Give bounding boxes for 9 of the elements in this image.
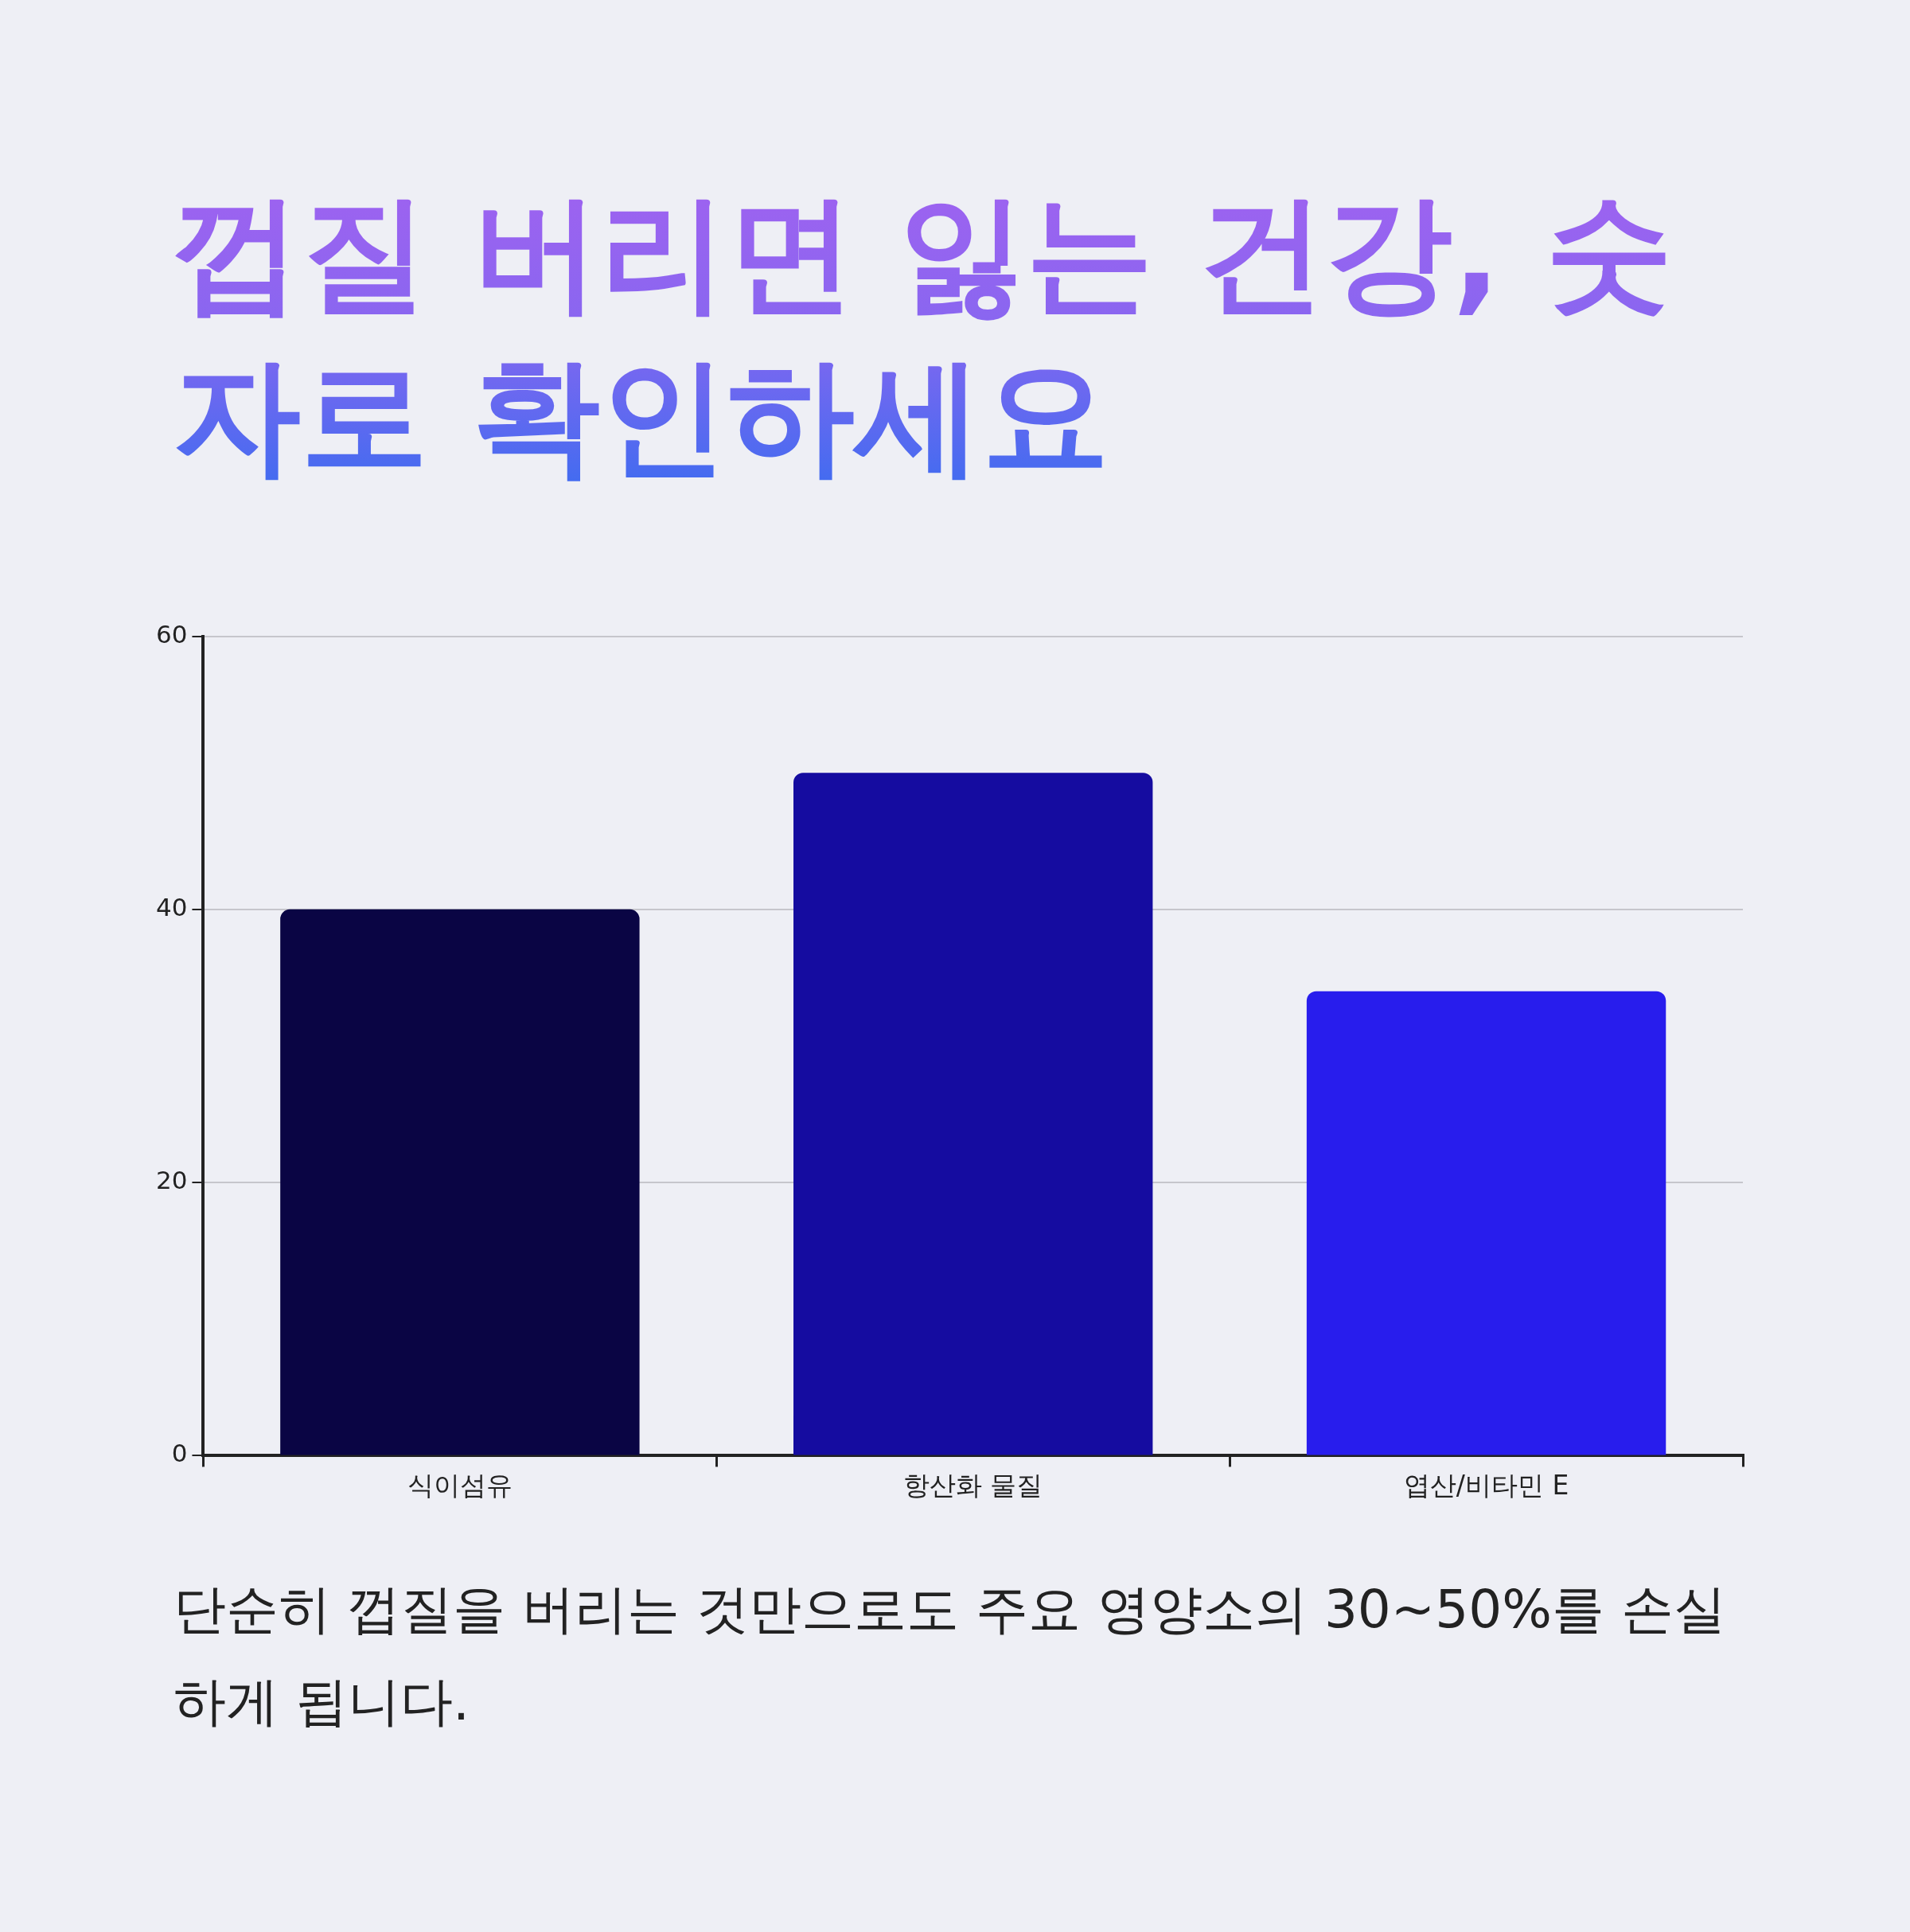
- y-tick-label: 20: [155, 1166, 188, 1195]
- chart-title: 껍질 버리면 잃는 건강, 숫자로 확인하세요: [173, 171, 1686, 497]
- x-tick-label: 항산화 물질: [902, 1469, 1043, 1501]
- text: 단순히 껍질을 버리는 것만으로도 주요 영양소의 30~50%를 손실하게 됩니다.: [173, 1578, 1727, 1734]
- y-tick-label: 40: [155, 892, 188, 921]
- x-tick-label: 식이섬유: [407, 1469, 513, 1501]
- y-tick-label: 0: [171, 1439, 188, 1468]
- y-tick-label: 60: [155, 619, 188, 649]
- x-tick-label: 엽산/비타민 E: [1403, 1469, 1569, 1501]
